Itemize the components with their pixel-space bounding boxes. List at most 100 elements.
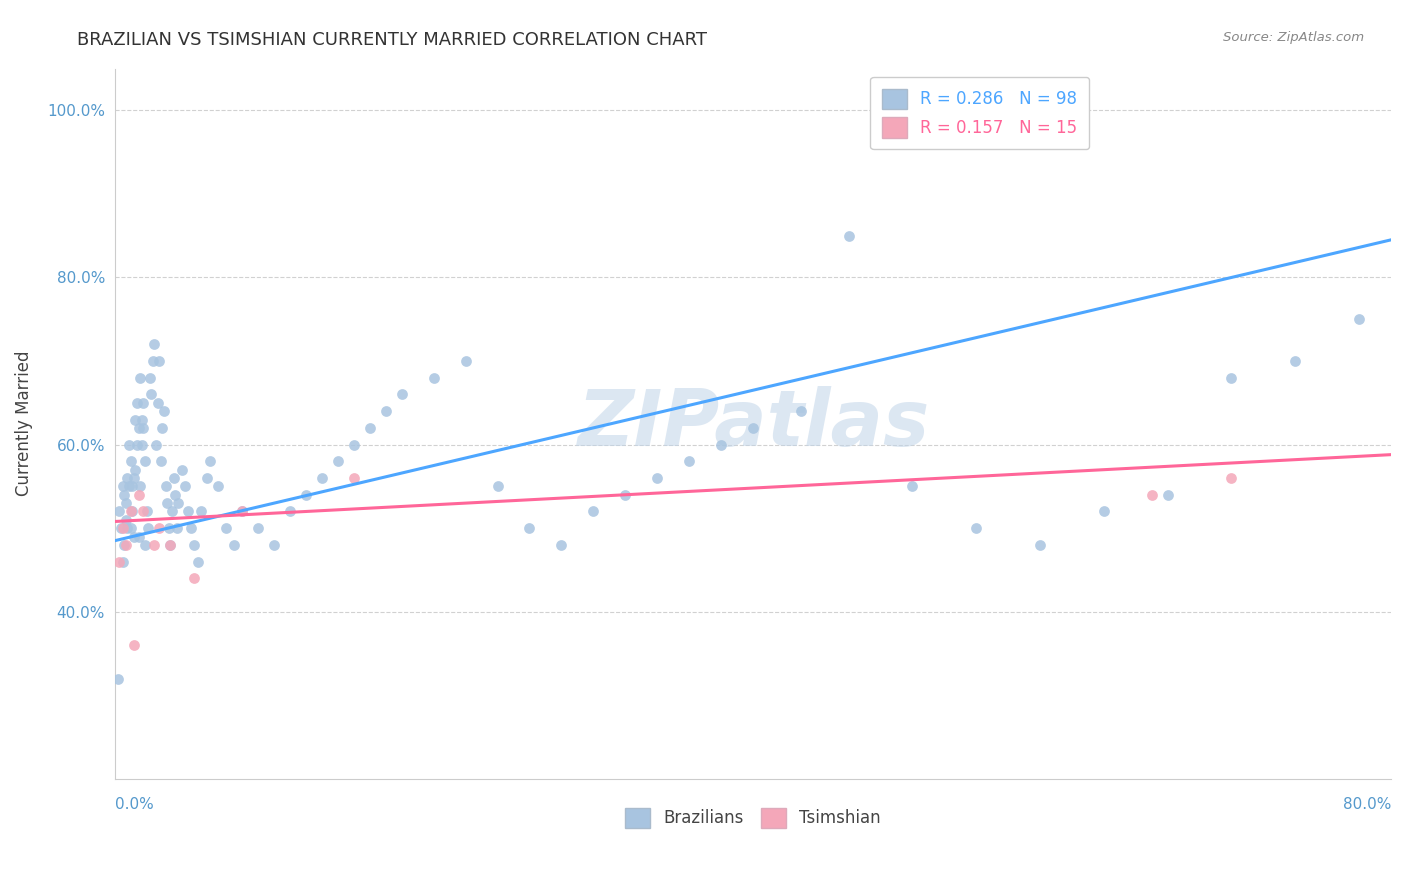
Point xyxy=(170,463,193,477)
Point xyxy=(278,504,301,518)
Point xyxy=(155,479,177,493)
Point xyxy=(160,504,183,518)
Point xyxy=(134,538,156,552)
Point xyxy=(1156,488,1178,502)
Point xyxy=(311,471,333,485)
Point xyxy=(111,555,134,569)
Legend: Brazilians, Tsimshian: Brazilians, Tsimshian xyxy=(619,801,887,835)
Point xyxy=(901,479,924,493)
Point xyxy=(108,504,131,518)
Point xyxy=(125,396,148,410)
Point xyxy=(359,421,381,435)
Point xyxy=(838,228,860,243)
Point xyxy=(1140,488,1163,502)
Point xyxy=(159,538,181,552)
Text: 80.0%: 80.0% xyxy=(1343,797,1391,813)
Point xyxy=(122,638,145,652)
Point xyxy=(183,538,205,552)
Point xyxy=(645,471,668,485)
Point xyxy=(124,463,146,477)
Point xyxy=(1029,538,1052,552)
Point xyxy=(121,479,143,493)
Point xyxy=(135,504,157,518)
Point xyxy=(132,421,155,435)
Point xyxy=(132,396,155,410)
Point xyxy=(486,479,509,493)
Point xyxy=(167,496,190,510)
Point xyxy=(128,530,150,544)
Point xyxy=(1284,354,1306,368)
Point xyxy=(159,538,181,552)
Point xyxy=(128,488,150,502)
Point xyxy=(111,521,134,535)
Point xyxy=(391,387,413,401)
Point xyxy=(112,538,135,552)
Point xyxy=(1220,370,1243,384)
Point xyxy=(128,421,150,435)
Point xyxy=(122,530,145,544)
Point xyxy=(117,471,139,485)
Point xyxy=(146,396,169,410)
Point xyxy=(343,437,366,451)
Point xyxy=(343,471,366,485)
Point xyxy=(454,354,477,368)
Point xyxy=(422,370,444,384)
Point xyxy=(741,421,763,435)
Point xyxy=(141,387,163,401)
Point xyxy=(131,437,153,451)
Text: BRAZILIAN VS TSIMSHIAN CURRENTLY MARRIED CORRELATION CHART: BRAZILIAN VS TSIMSHIAN CURRENTLY MARRIED… xyxy=(77,31,707,49)
Point xyxy=(112,488,135,502)
Point xyxy=(614,488,637,502)
Point xyxy=(965,521,987,535)
Point xyxy=(143,538,166,552)
Point xyxy=(195,471,218,485)
Point xyxy=(247,521,270,535)
Point xyxy=(165,488,187,502)
Point xyxy=(111,479,134,493)
Point xyxy=(118,479,141,493)
Point xyxy=(374,404,396,418)
Point xyxy=(326,454,349,468)
Point xyxy=(138,370,160,384)
Point xyxy=(149,454,172,468)
Point xyxy=(1348,312,1371,326)
Point xyxy=(157,521,180,535)
Point xyxy=(789,404,811,418)
Point xyxy=(207,479,229,493)
Point xyxy=(129,479,152,493)
Point xyxy=(710,437,733,451)
Point xyxy=(180,521,202,535)
Point xyxy=(145,437,167,451)
Point xyxy=(114,538,136,552)
Point xyxy=(678,454,700,468)
Point xyxy=(183,571,205,585)
Point xyxy=(120,521,142,535)
Point xyxy=(124,412,146,426)
Point xyxy=(129,370,152,384)
Point xyxy=(117,521,139,535)
Point xyxy=(153,404,176,418)
Text: 0.0%: 0.0% xyxy=(115,797,153,813)
Point xyxy=(177,504,200,518)
Point xyxy=(1092,504,1115,518)
Point xyxy=(215,521,238,535)
Text: ZIPatlas: ZIPatlas xyxy=(576,385,929,462)
Point xyxy=(125,437,148,451)
Point xyxy=(110,521,132,535)
Point xyxy=(114,496,136,510)
Point xyxy=(263,538,285,552)
Point xyxy=(582,504,605,518)
Point xyxy=(295,488,318,502)
Point xyxy=(166,521,188,535)
Point xyxy=(134,454,156,468)
Point xyxy=(142,354,165,368)
Point xyxy=(200,454,222,468)
Point xyxy=(190,504,212,518)
Point xyxy=(136,521,159,535)
Point xyxy=(132,504,155,518)
Point xyxy=(131,412,153,426)
Point xyxy=(224,538,246,552)
Point xyxy=(148,521,170,535)
Point xyxy=(120,454,142,468)
Point xyxy=(231,504,253,518)
